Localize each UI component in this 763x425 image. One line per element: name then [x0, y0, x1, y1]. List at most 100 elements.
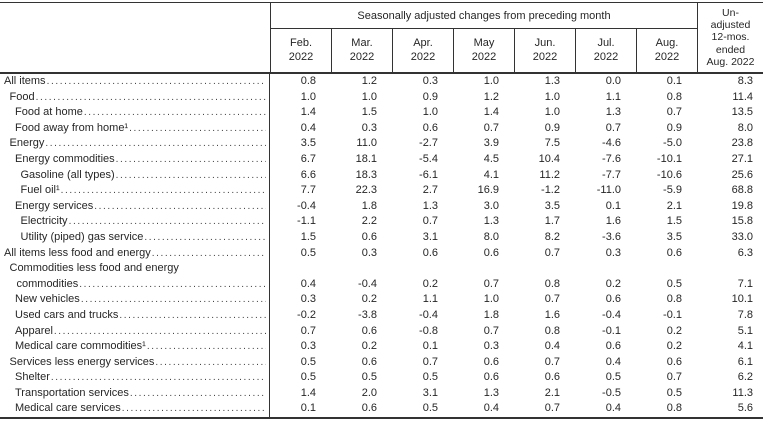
month-value-cell: 0.0 [605, 75, 621, 87]
row-stub: Utility (piped) gas service [0, 229, 270, 246]
month-value-cell: 0.6 [361, 230, 377, 243]
month-value-cell: 1.0 [544, 90, 560, 103]
month-value-cell: 0.2 [666, 340, 682, 353]
unadjusted-value-cell: 11.3 [732, 386, 753, 399]
row-stub: Shelter [0, 370, 270, 386]
month-value-cell: 0.2 [422, 277, 438, 290]
month-value-cell: 0.7 [483, 121, 499, 134]
month-value-cell: -5.0 [663, 137, 682, 150]
stub-header-cell [0, 3, 270, 72]
month-value-cell: 2.7 [422, 184, 438, 197]
unadjusted-value-cell: 23.8 [731, 137, 753, 150]
row-values: 3.5 11.0 -2.7 3.9 7.5 -4.6 -5.0 23.8 [270, 136, 763, 152]
month-name: Aug. [655, 37, 679, 49]
dot-leader [116, 152, 266, 168]
table-header: Seasonally adjusted changes from precedi… [0, 3, 763, 74]
unadjusted-header-line: ended [715, 43, 746, 56]
month-value-cell: 0.5 [300, 246, 316, 259]
month-value-cell: 1.0 [544, 106, 560, 119]
month-value-cell: 0.3 [300, 293, 316, 306]
row-values: -0.4 1.8 1.3 3.0 3.5 0.1 2.1 19.8 [270, 199, 763, 215]
row-values: 1.4 2.0 3.1 1.3 2.1 -0.5 0.5 11.3 [270, 386, 763, 402]
month-value-cell: -0.1 [663, 308, 682, 321]
month-value-cell: 0.8 [666, 90, 682, 103]
table-row: New vehicles 0.3 0.2 1.1 1.0 0.7 0.6 0.8 10.1 [0, 292, 763, 308]
unadjusted-value-cell: 6.2 [737, 371, 753, 384]
table-row: All items less food and energy 0.5 0.3 0.6… [0, 245, 763, 262]
month-value-cell: 1.1 [422, 293, 438, 306]
unadjusted-value-cell: 6.3 [737, 246, 753, 259]
row-values: 6.7 18.1 -5.4 4.5 10.4 -7.6 -10.1 27.1 [270, 152, 763, 168]
unadjusted-value-cell: 7.1 [737, 277, 753, 290]
row-values: 0.5 0.5 0.5 0.6 0.6 0.5 0.7 6.2 [270, 370, 763, 386]
month-value-cell: 2.1 [666, 199, 682, 212]
month-value-cell: 8.0 [483, 230, 499, 243]
month-value-cell: 0.5 [666, 386, 682, 399]
month-year: 2022 [288, 50, 314, 63]
month-value-cell: 0.3 [300, 340, 316, 353]
month-value-cell: -3.6 [602, 230, 621, 243]
month-value-cell: 1.3 [422, 199, 438, 212]
month-value-cell: 0.7 [544, 246, 560, 259]
month-value-cell: 1.3 [605, 106, 621, 119]
table-row: Commodities less food and energy commodit… [0, 261, 763, 293]
row-values: 1.0 1.0 0.9 1.2 1.0 1.1 0.8 11.4 [270, 90, 763, 106]
month-value-cell: 3.5 [544, 199, 560, 212]
month-value-cell: 1.0 [300, 90, 316, 103]
month-value-cell: 0.3 [361, 246, 377, 259]
month-value-cell: 1.5 [361, 106, 377, 119]
month-value-cell: 0.6 [422, 246, 438, 259]
month-value-cell: 7.7 [300, 184, 316, 197]
month-value-cell: 0.5 [300, 355, 316, 368]
month-value-cell: 0.8 [544, 277, 560, 290]
month-value-cell: 0.5 [605, 371, 621, 384]
row-stub: Electricity [0, 214, 270, 230]
month-value-cell: -7.6 [602, 152, 621, 165]
month-value-cell: 0.8 [666, 293, 682, 306]
row-label: Food at home [15, 106, 83, 119]
row-stub: Apparel [0, 323, 270, 340]
month-value-cell: 0.2 [605, 277, 621, 290]
month-value-cell: 0.3 [605, 246, 621, 259]
month-value-cell: 0.2 [361, 340, 377, 353]
row-stub: Used cars and trucks [0, 307, 270, 324]
table-row: Medical care services 0.1 0.6 0.5 0.4 0.7 0.4… [0, 401, 763, 418]
row-label: Medical care commodities¹ [15, 340, 146, 353]
month-value-cell: 1.0 [483, 75, 499, 87]
table-row: All items 0.8 1.2 0.3 1.0 1.3 0.0 0.1 8.3 [0, 74, 763, 90]
row-values: 0.7 0.6 -0.8 0.7 0.8 -0.1 0.2 5.1 [270, 324, 763, 340]
unadjusted-header-line: Un- [722, 6, 739, 19]
row-label: Gasoline (all types) [20, 168, 115, 181]
month-value-cell: 0.1 [605, 199, 621, 212]
unadjusted-value-cell: 6.1 [737, 355, 753, 368]
dot-leader [79, 277, 266, 293]
month-year: 2022 [410, 50, 436, 63]
month-name: Jun. [534, 37, 556, 49]
month-value-cell: 3.5 [300, 137, 316, 150]
month-value-cell: -0.4 [419, 308, 438, 321]
month-value-cell: 1.3 [483, 386, 499, 399]
row-stub: Energy services [0, 198, 270, 215]
row-values: 7.7 22.3 2.7 16.9 -1.2 -11.0 -5.9 68.8 [270, 183, 763, 199]
month-value-cell: -1.1 [297, 215, 316, 228]
row-stub: Energy [0, 136, 270, 152]
month-value-cell: 0.6 [483, 371, 499, 384]
dot-leader [119, 308, 266, 324]
unadjusted-value-cell: 25.6 [731, 168, 753, 181]
table-row: Used cars and trucks -0.2-3.8-0.41.81.6-… [0, 307, 763, 324]
month-value-cell: 1.0 [483, 293, 499, 306]
month-name: Mar. [351, 37, 373, 49]
month-value-cell: 0.7 [300, 324, 316, 337]
month-column-header: Jun. 2022 [514, 29, 575, 72]
month-name: Apr. [413, 37, 433, 49]
month-value-cell: 1.2 [483, 90, 499, 103]
row-label: Food away from home¹ [15, 121, 129, 134]
row-label: Used cars and trucks [15, 308, 119, 321]
unadjusted-value-cell: 5.6 [737, 402, 753, 415]
month-value-cell: 6.6 [300, 168, 316, 181]
dot-leader [81, 292, 266, 308]
month-value-cell: 0.5 [361, 371, 377, 384]
unadjusted-value-cell: 33.0 [731, 230, 753, 243]
table-row: Apparel 0.7 0.6 -0.8 0.7 0.8 -0.1 0.2 5.1 [0, 323, 763, 340]
month-year: 2022 [654, 50, 680, 63]
